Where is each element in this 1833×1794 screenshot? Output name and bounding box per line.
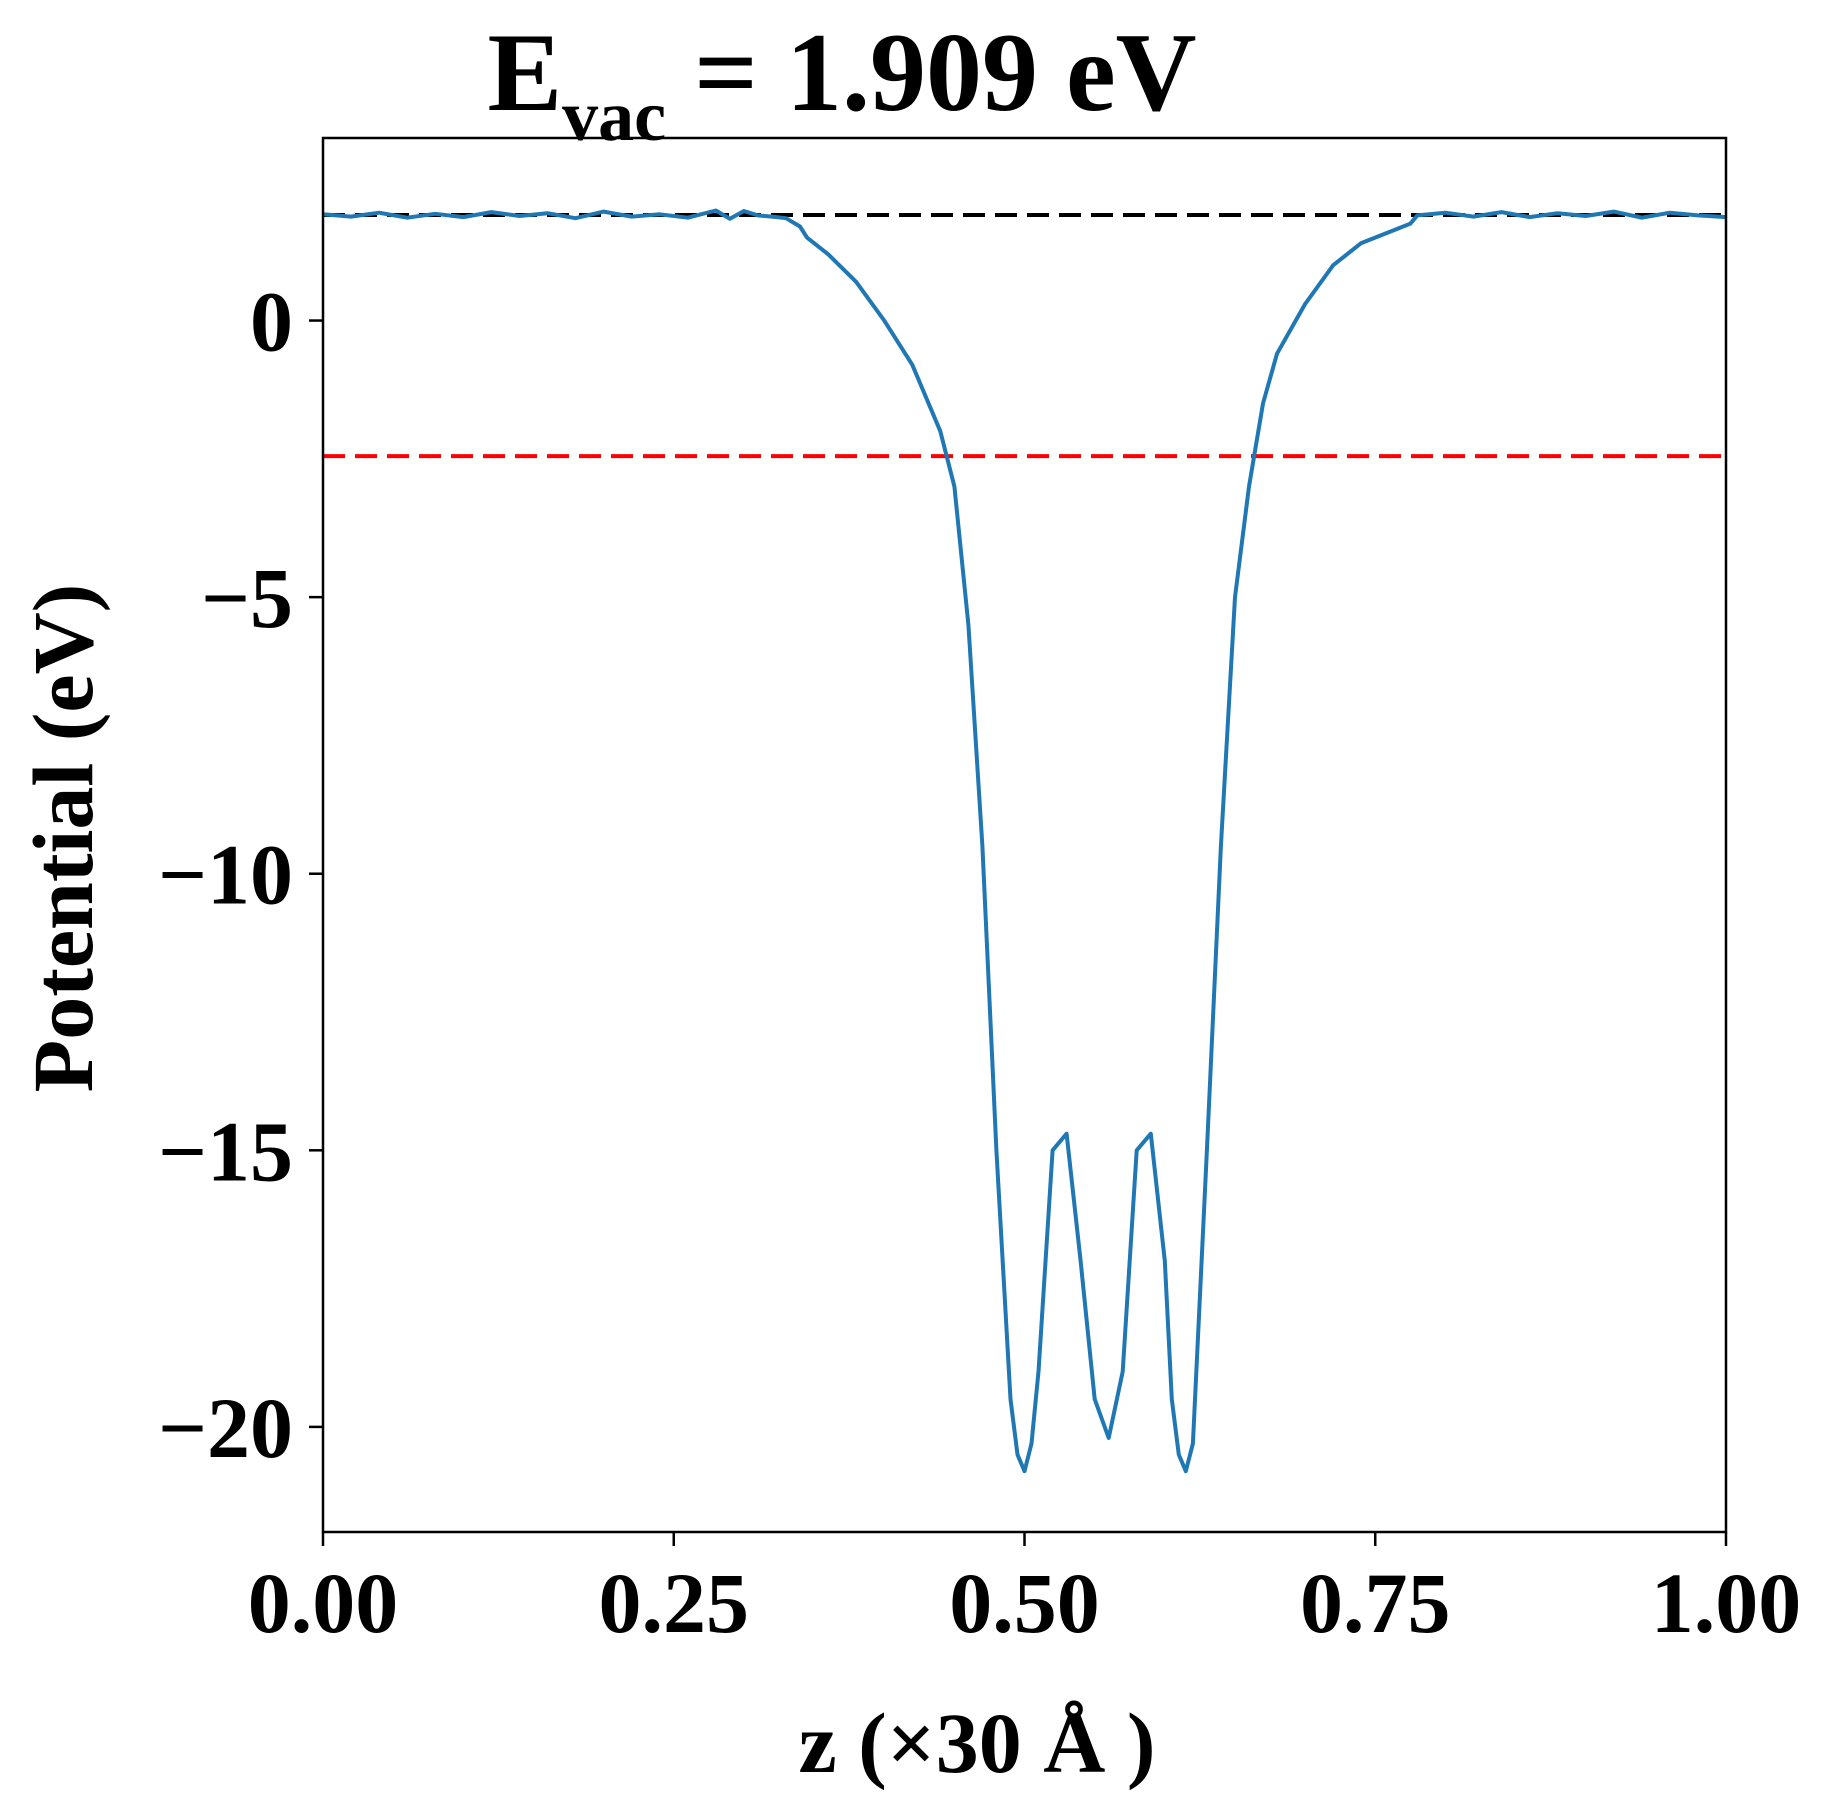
axes-frame xyxy=(321,136,1728,1534)
title-rest: = 1.909 eV xyxy=(666,11,1196,135)
y-axis-label: Potential (eV) xyxy=(15,584,111,1093)
y-tick-label-3: −15 xyxy=(158,1103,293,1199)
y-tick-label-4: −20 xyxy=(158,1380,293,1476)
reference-lines xyxy=(323,212,1726,459)
y-tick-label-0: 0 xyxy=(250,274,293,370)
x-tick-label-1: 0.25 xyxy=(599,1555,750,1651)
x-tick-label-4: 1.00 xyxy=(1651,1555,1802,1651)
title-subscript: vac xyxy=(562,76,666,156)
x-tick-label-2: 0.50 xyxy=(949,1555,1100,1651)
series-layer xyxy=(322,208,1727,1474)
x-tick-label-0: 0.00 xyxy=(248,1555,399,1651)
x-axis: 0.00 0.25 0.50 0.75 1.00 xyxy=(248,1532,1802,1651)
x-axis-label: z (×30 Å ) xyxy=(798,1695,1155,1791)
plot-area xyxy=(321,136,1728,1534)
series-line-0 xyxy=(322,208,1727,1474)
y-tick-label-2: −10 xyxy=(158,827,293,923)
x-tick-label-3: 0.75 xyxy=(1300,1555,1451,1651)
title-main: E xyxy=(487,11,562,135)
y-tick-label-1: −5 xyxy=(201,550,293,646)
y-axis: 0 −5 −10 −15 −20 xyxy=(158,274,323,1476)
chart-title: Evac = 1.909 eV xyxy=(487,11,1196,156)
